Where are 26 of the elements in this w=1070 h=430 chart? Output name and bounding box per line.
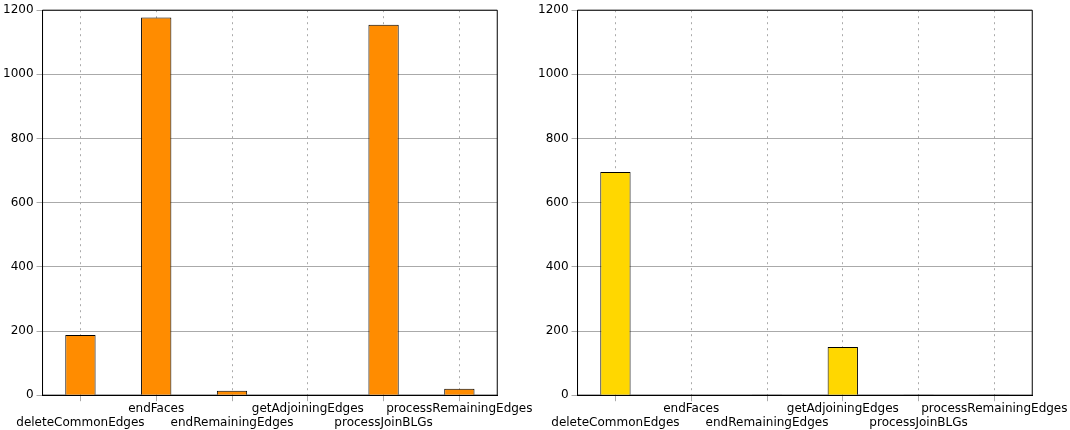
y-tick-label: 400 [545, 258, 569, 273]
y-tick-label: 200 [10, 323, 34, 338]
x-tick-label: processRemainingEdges [921, 400, 1068, 415]
y-tick-label: 200 [545, 323, 569, 338]
y-tick-label: 0 [560, 387, 569, 402]
y-tick-label: 1000 [2, 66, 34, 81]
y-tick-label: 800 [545, 130, 569, 145]
x-tick-label: endFaces [663, 400, 720, 415]
x-tick-label: endRemainingEdges [705, 414, 829, 429]
y-tick-label: 400 [10, 258, 34, 273]
x-tick-label: processRemainingEdges [386, 400, 533, 415]
y-tick-label: 600 [545, 194, 569, 209]
x-tick-label: getAdjoiningEdges [786, 400, 899, 415]
x-tick-label: endRemainingEdges [170, 414, 294, 429]
x-tick-label: getAdjoiningEdges [251, 400, 364, 415]
x-tick-label: processJoinBLGs [334, 414, 433, 429]
y-tick-label: 1200 [2, 2, 34, 17]
y-tick-label: 0 [25, 387, 34, 402]
y-tick-label: 600 [10, 194, 34, 209]
x-tick-label: deleteCommonEdges [551, 414, 680, 429]
y-tick-label: 800 [10, 130, 34, 145]
x-tick-label: processJoinBLGs [869, 414, 968, 429]
y-tick-label: 1000 [537, 66, 569, 81]
y-tick-label: 1200 [537, 2, 569, 17]
x-tick-label: deleteCommonEdges [16, 414, 145, 429]
x-tick-label: endFaces [128, 400, 185, 415]
